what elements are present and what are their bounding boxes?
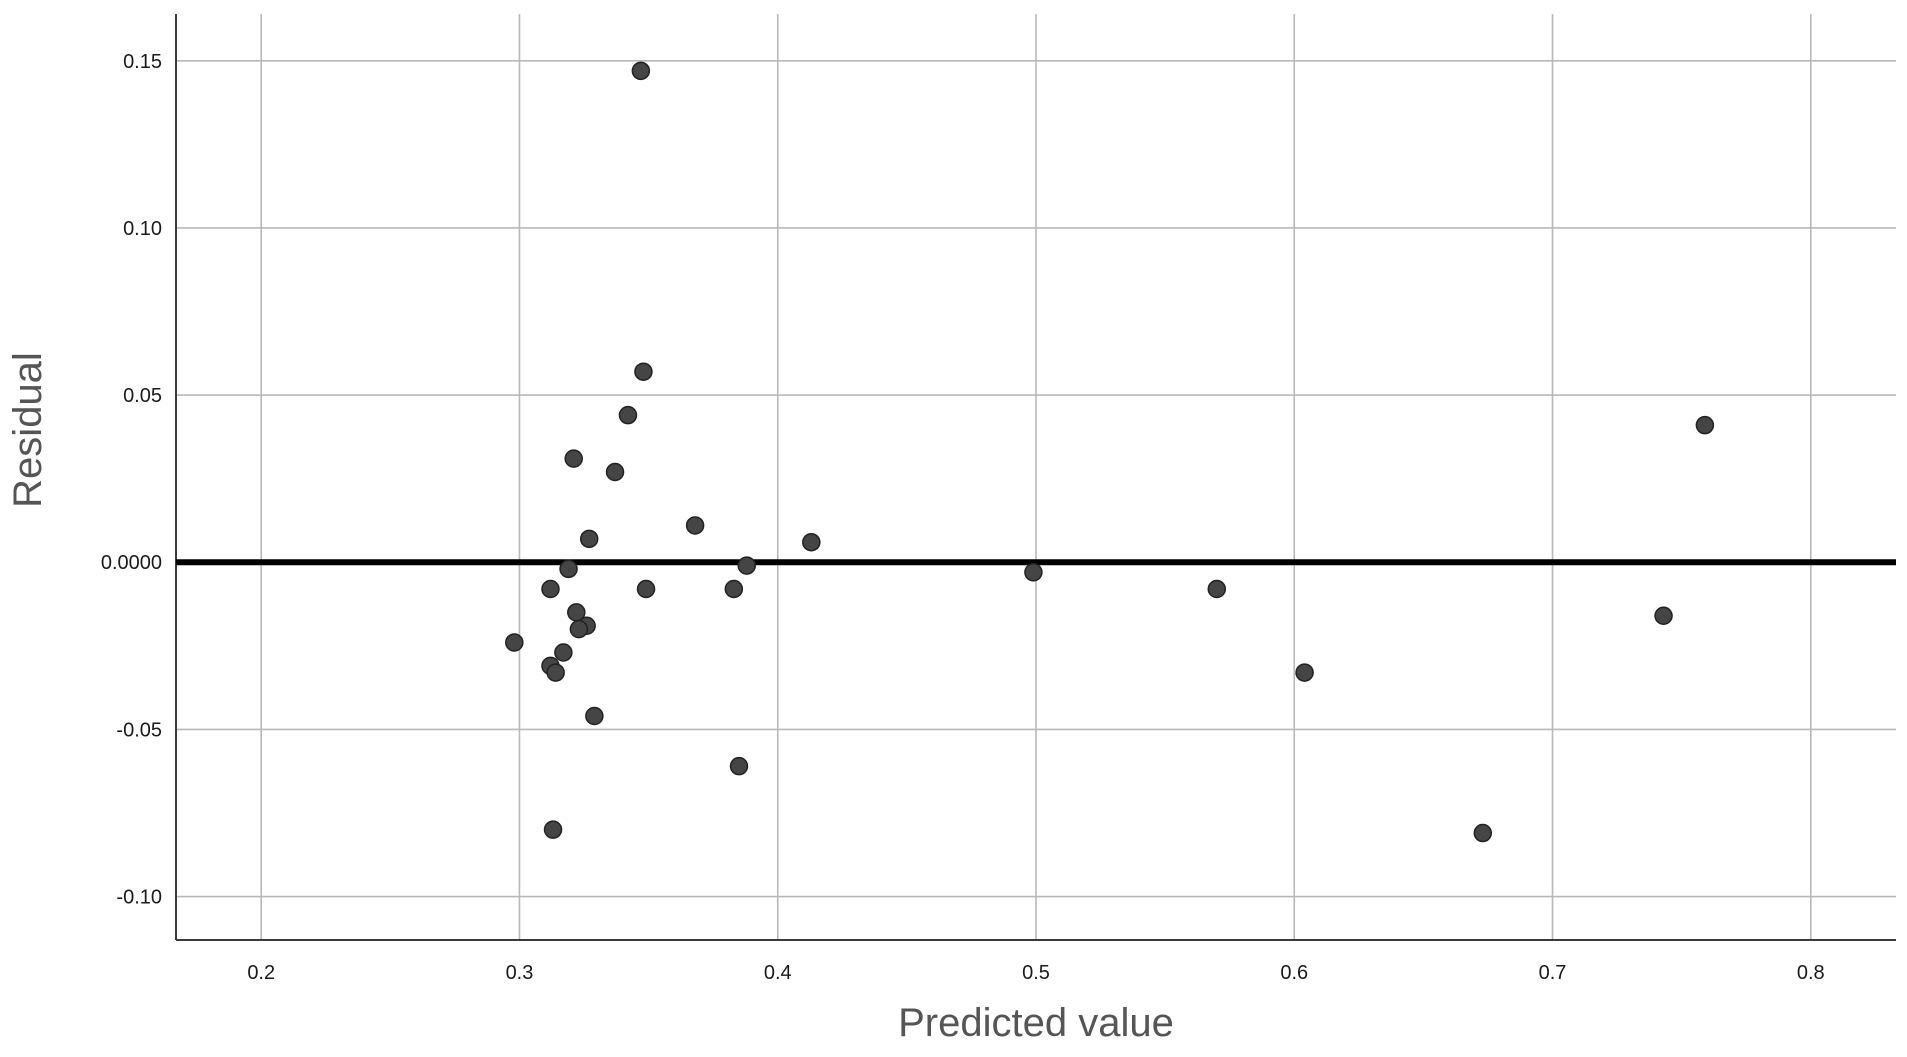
data-point bbox=[564, 449, 583, 468]
data-point bbox=[729, 756, 749, 776]
y-tick-label: 0.05 bbox=[123, 385, 162, 407]
data-point bbox=[1207, 579, 1227, 599]
data-point bbox=[724, 579, 744, 599]
x-tick-label: 0.7 bbox=[1539, 962, 1567, 984]
data-point bbox=[505, 633, 524, 652]
y-tick-label: 0.15 bbox=[123, 51, 162, 73]
data-point bbox=[685, 516, 705, 535]
data-point bbox=[554, 643, 573, 662]
grid bbox=[176, 14, 1896, 940]
data-point bbox=[1473, 823, 1493, 843]
y-tick-label: -0.05 bbox=[116, 719, 162, 741]
data-point bbox=[541, 579, 560, 599]
data-point bbox=[618, 405, 638, 425]
data-point bbox=[579, 529, 599, 549]
data-point bbox=[634, 362, 653, 381]
x-tick-label: 0.4 bbox=[764, 962, 792, 984]
data-point bbox=[543, 820, 563, 839]
x-tick-label: 0.3 bbox=[506, 962, 534, 984]
data-point bbox=[737, 556, 757, 575]
y-tick-labels: 0.15 0.10 0.05 0.0000 -0.05 -0.10 bbox=[101, 51, 162, 909]
data-point bbox=[636, 579, 656, 599]
data-points bbox=[505, 61, 1715, 843]
data-point bbox=[1024, 563, 1043, 582]
x-tick-labels: 0.2 0.3 0.4 0.5 0.6 0.7 0.8 bbox=[247, 962, 1824, 984]
y-tick-label: 0.10 bbox=[123, 218, 162, 240]
y-tick-label: -0.10 bbox=[116, 887, 162, 909]
x-tick-label: 0.8 bbox=[1797, 962, 1825, 984]
x-tick-label: 0.6 bbox=[1280, 962, 1308, 984]
x-tick-label: 0.5 bbox=[1022, 962, 1050, 984]
data-point bbox=[1654, 606, 1673, 625]
data-point bbox=[802, 532, 821, 552]
y-tick-label: 0.0000 bbox=[101, 552, 162, 574]
data-point bbox=[1695, 415, 1715, 435]
data-point bbox=[559, 559, 578, 579]
y-axis-title: Residual bbox=[6, 352, 50, 508]
data-point bbox=[585, 706, 604, 726]
data-point bbox=[1295, 663, 1314, 682]
axes bbox=[175, 14, 1896, 941]
data-point bbox=[546, 663, 565, 682]
data-point bbox=[605, 462, 625, 482]
x-axis-title: Predicted value bbox=[898, 1001, 1174, 1045]
x-tick-label: 0.2 bbox=[247, 962, 275, 984]
data-point bbox=[631, 61, 651, 81]
data-point bbox=[569, 619, 589, 639]
